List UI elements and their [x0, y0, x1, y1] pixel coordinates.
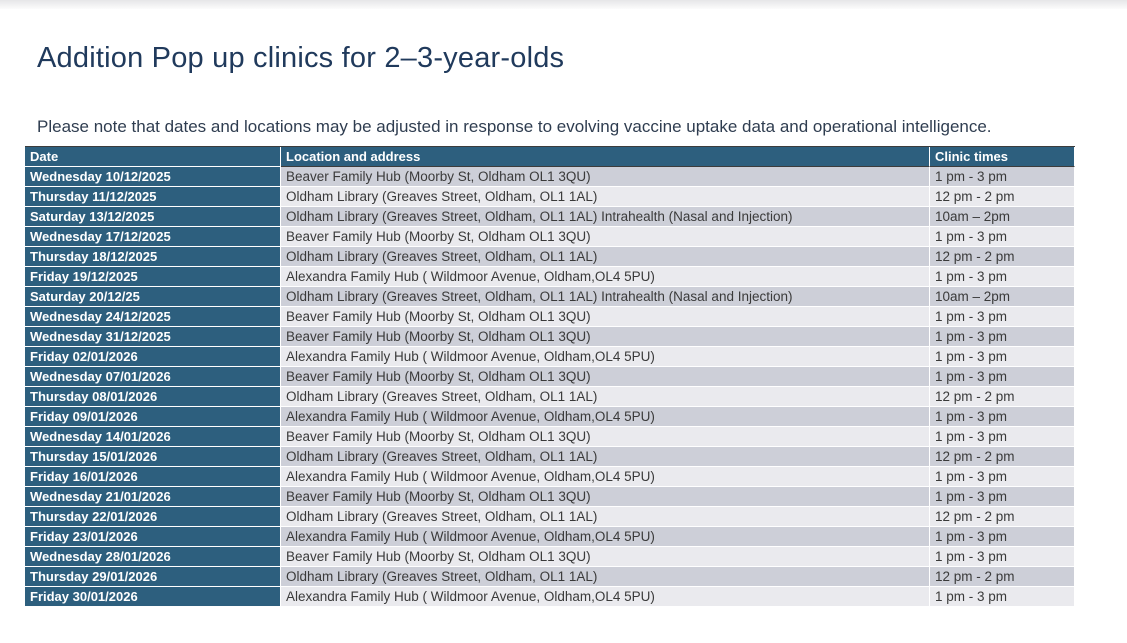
date-cell: Saturday 13/12/2025 — [25, 206, 281, 227]
times-cell: 1 pm - 3 pm — [930, 266, 1075, 287]
times-cell: 1 pm - 3 pm — [930, 426, 1075, 447]
location-cell: Beaver Family Hub (Moorby St, Oldham OL1… — [281, 166, 930, 187]
date-cell: Wednesday 21/01/2026 — [25, 486, 281, 507]
times-cell: 12 pm - 2 pm — [930, 186, 1075, 207]
date-cell: Friday 19/12/2025 — [25, 266, 281, 287]
table-row: Thursday 22/01/2026 Oldham Library (Grea… — [25, 506, 1075, 527]
table-row: Friday 30/01/2026 Alexandra Family Hub (… — [25, 586, 1075, 607]
table-row: Thursday 15/01/2026 Oldham Library (Grea… — [25, 446, 1075, 467]
times-cell: 10am – 2pm — [930, 206, 1075, 227]
location-cell: Alexandra Family Hub ( Wildmoor Avenue, … — [281, 406, 930, 427]
location-cell: Alexandra Family Hub ( Wildmoor Avenue, … — [281, 466, 930, 487]
date-cell: Friday 09/01/2026 — [25, 406, 281, 427]
times-cell: 10am – 2pm — [930, 286, 1075, 307]
date-cell: Wednesday 24/12/2025 — [25, 306, 281, 327]
times-cell: 1 pm - 3 pm — [930, 346, 1075, 367]
table-row: Wednesday 14/01/2026 Beaver Family Hub (… — [25, 426, 1075, 447]
table-row: Friday 02/01/2026 Alexandra Family Hub (… — [25, 346, 1075, 367]
table-header-row: Date Location and address Clinic times — [25, 146, 1075, 167]
location-cell: Oldham Library (Greaves Street, Oldham, … — [281, 206, 930, 227]
location-cell: Oldham Library (Greaves Street, Oldham, … — [281, 386, 930, 407]
table-row: Friday 19/12/2025 Alexandra Family Hub (… — [25, 266, 1075, 287]
times-cell: 1 pm - 3 pm — [930, 466, 1075, 487]
times-cell: 1 pm - 3 pm — [930, 326, 1075, 347]
table-row: Wednesday 21/01/2026 Beaver Family Hub (… — [25, 486, 1075, 507]
times-cell: 1 pm - 3 pm — [930, 486, 1075, 507]
date-cell: Wednesday 10/12/2025 — [25, 166, 281, 187]
date-cell: Wednesday 31/12/2025 — [25, 326, 281, 347]
times-cell: 12 pm - 2 pm — [930, 386, 1075, 407]
times-cell: 1 pm - 3 pm — [930, 166, 1075, 187]
table-row: Wednesday 24/12/2025 Beaver Family Hub (… — [25, 306, 1075, 327]
column-header-clinic-times: Clinic times — [930, 146, 1075, 167]
location-cell: Oldham Library (Greaves Street, Oldham, … — [281, 186, 930, 207]
location-cell: Oldham Library (Greaves Street, Oldham, … — [281, 286, 930, 307]
times-cell: 12 pm - 2 pm — [930, 566, 1075, 587]
times-cell: 1 pm - 3 pm — [930, 366, 1075, 387]
date-cell: Thursday 29/01/2026 — [25, 566, 281, 587]
clinics-table: Date Location and address Clinic times W… — [25, 145, 1075, 607]
times-cell: 1 pm - 3 pm — [930, 306, 1075, 327]
date-cell: Friday 02/01/2026 — [25, 346, 281, 367]
location-cell: Alexandra Family Hub ( Wildmoor Avenue, … — [281, 526, 930, 547]
date-cell: Thursday 22/01/2026 — [25, 506, 281, 527]
date-cell: Friday 16/01/2026 — [25, 466, 281, 487]
table-row: Thursday 11/12/2025 Oldham Library (Grea… — [25, 186, 1075, 207]
date-cell: Wednesday 14/01/2026 — [25, 426, 281, 447]
location-cell: Beaver Family Hub (Moorby St, Oldham OL1… — [281, 426, 930, 447]
column-header-date: Date — [25, 146, 281, 167]
table-row: Saturday 20/12/25 Oldham Library (Greave… — [25, 286, 1075, 307]
table-row: Wednesday 07/01/2026 Beaver Family Hub (… — [25, 366, 1075, 387]
table-row: Thursday 29/01/2026 Oldham Library (Grea… — [25, 566, 1075, 587]
date-cell: Thursday 18/12/2025 — [25, 246, 281, 267]
table-row: Thursday 18/12/2025 Oldham Library (Grea… — [25, 246, 1075, 267]
table-row: Friday 23/01/2026 Alexandra Family Hub (… — [25, 526, 1075, 547]
date-cell: Thursday 11/12/2025 — [25, 186, 281, 207]
location-cell: Beaver Family Hub (Moorby St, Oldham OL1… — [281, 306, 930, 327]
location-cell: Alexandra Family Hub ( Wildmoor Avenue, … — [281, 266, 930, 287]
location-cell: Beaver Family Hub (Moorby St, Oldham OL1… — [281, 326, 930, 347]
table-row: Thursday 08/01/2026 Oldham Library (Grea… — [25, 386, 1075, 407]
date-cell: Wednesday 17/12/2025 — [25, 226, 281, 247]
times-cell: 1 pm - 3 pm — [930, 226, 1075, 247]
location-cell: Oldham Library (Greaves Street, Oldham, … — [281, 566, 930, 587]
date-cell: Saturday 20/12/25 — [25, 286, 281, 307]
times-cell: 12 pm - 2 pm — [930, 246, 1075, 267]
location-cell: Oldham Library (Greaves Street, Oldham, … — [281, 506, 930, 527]
times-cell: 1 pm - 3 pm — [930, 526, 1075, 547]
top-edge-strip — [0, 0, 1127, 9]
note-text: Please note that dates and locations may… — [37, 117, 992, 136]
table-row: Wednesday 10/12/2025 Beaver Family Hub (… — [25, 166, 1075, 187]
column-header-location: Location and address — [281, 146, 930, 167]
table-row: Saturday 13/12/2025 Oldham Library (Grea… — [25, 206, 1075, 227]
table-row: Wednesday 28/01/2026 Beaver Family Hub (… — [25, 546, 1075, 567]
page-title: Addition Pop up clinics for 2–3-year-old… — [37, 42, 565, 74]
location-cell: Beaver Family Hub (Moorby St, Oldham OL1… — [281, 546, 930, 567]
times-cell: 12 pm - 2 pm — [930, 446, 1075, 467]
date-cell: Thursday 08/01/2026 — [25, 386, 281, 407]
table-row: Wednesday 17/12/2025 Beaver Family Hub (… — [25, 226, 1075, 247]
location-cell: Beaver Family Hub (Moorby St, Oldham OL1… — [281, 366, 930, 387]
location-cell: Oldham Library (Greaves Street, Oldham, … — [281, 246, 930, 267]
location-cell: Alexandra Family Hub ( Wildmoor Avenue, … — [281, 586, 930, 607]
date-cell: Friday 23/01/2026 — [25, 526, 281, 547]
date-cell: Wednesday 28/01/2026 — [25, 546, 281, 567]
date-cell: Friday 30/01/2026 — [25, 586, 281, 607]
times-cell: 1 pm - 3 pm — [930, 406, 1075, 427]
date-cell: Wednesday 07/01/2026 — [25, 366, 281, 387]
document-body: Addition Pop up clinics for 2–3-year-old… — [0, 42, 1127, 138]
location-cell: Oldham Library (Greaves Street, Oldham, … — [281, 446, 930, 467]
location-cell: Beaver Family Hub (Moorby St, Oldham OL1… — [281, 486, 930, 507]
date-cell: Thursday 15/01/2026 — [25, 446, 281, 467]
table-row: Wednesday 31/12/2025 Beaver Family Hub (… — [25, 326, 1075, 347]
location-cell: Beaver Family Hub (Moorby St, Oldham OL1… — [281, 226, 930, 247]
times-cell: 1 pm - 3 pm — [930, 586, 1075, 607]
table-body: Wednesday 10/12/2025 Beaver Family Hub (… — [25, 166, 1075, 607]
times-cell: 12 pm - 2 pm — [930, 506, 1075, 527]
table-row: Friday 16/01/2026 Alexandra Family Hub (… — [25, 466, 1075, 487]
table-row: Friday 09/01/2026 Alexandra Family Hub (… — [25, 406, 1075, 427]
location-cell: Alexandra Family Hub ( Wildmoor Avenue, … — [281, 346, 930, 367]
times-cell: 1 pm - 3 pm — [930, 546, 1075, 567]
